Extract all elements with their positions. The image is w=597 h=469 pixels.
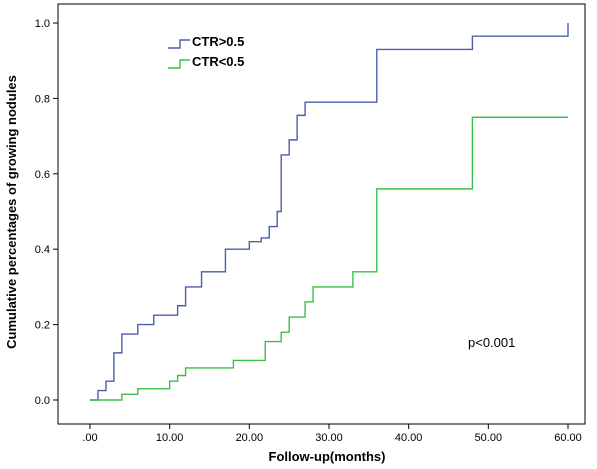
legend-swatch (168, 39, 190, 49)
plot-frame (57, 3, 586, 425)
x-axis-label: Follow-up(months) (269, 449, 386, 464)
legend: CTR>0.5 CTR<0.5 (168, 34, 244, 69)
y-tick-label: 1.0 (35, 18, 50, 30)
axes: .00 10.00 20.00 30.00 40.00 50.00 60.00 0.0 0.2 0… (35, 18, 582, 444)
series-line-ctr-lt-05 (90, 116, 568, 401)
x-tick-label: 50.00 (475, 432, 503, 444)
y-tick-label: 0.8 (35, 93, 50, 105)
x-tick-label: 30.00 (315, 432, 343, 444)
p-value-annotation: p<0.001 (468, 335, 515, 350)
y-tick-label: 0.0 (35, 395, 50, 407)
y-axis-label: Cumulative percentages of growing nodule… (4, 75, 19, 349)
x-tick-label: 20.00 (236, 432, 264, 444)
x-tick-label: 60.00 (554, 432, 582, 444)
series-line-ctr-gt-05 (90, 23, 569, 401)
x-tick-label: 40.00 (395, 432, 423, 444)
legend-label: CTR>0.5 (192, 34, 244, 49)
y-tick-label: 0.4 (35, 244, 50, 256)
y-tick-label: 0.2 (35, 320, 50, 332)
y-tick-label: 0.6 (35, 169, 50, 181)
legend-label: CTR<0.5 (192, 54, 244, 69)
x-tick-label: 10.00 (156, 432, 184, 444)
series-layer (90, 23, 569, 401)
legend-swatch (168, 59, 190, 69)
x-tick-label: .00 (82, 432, 97, 444)
